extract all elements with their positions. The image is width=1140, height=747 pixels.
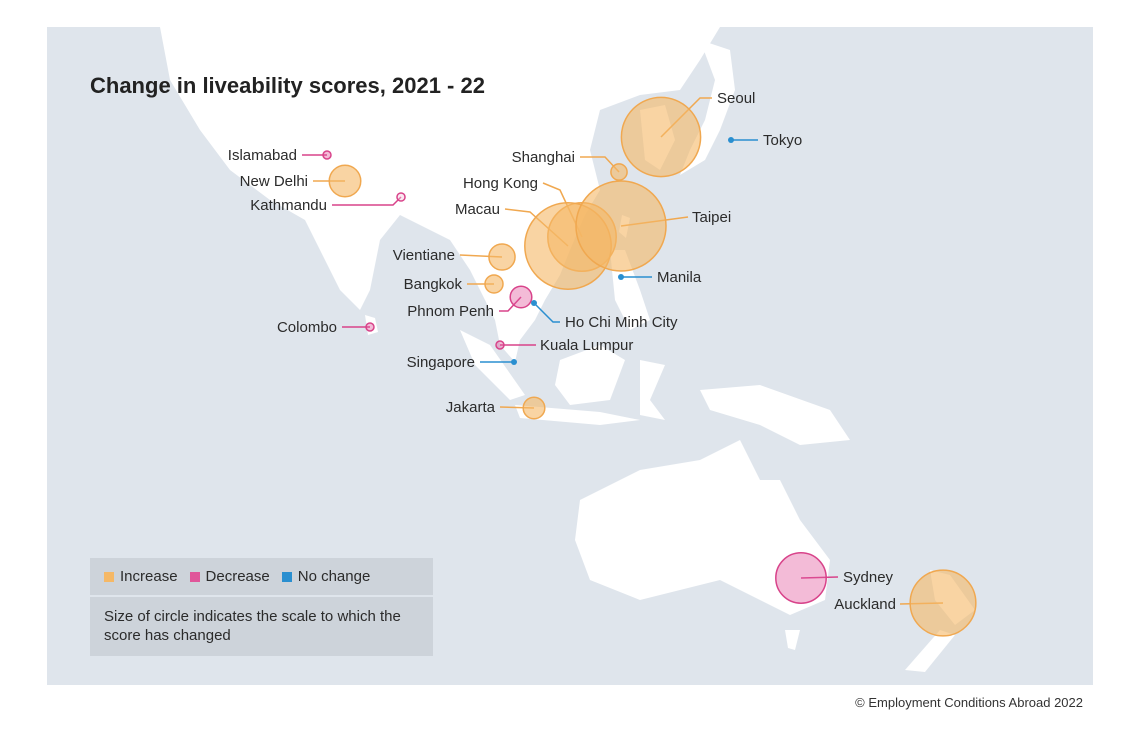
city-label-shanghai: Shanghai (512, 149, 575, 166)
city-label-new-delhi: New Delhi (240, 173, 308, 190)
city-marker-taipei (575, 180, 667, 272)
city-marker-islamabad (322, 150, 332, 160)
japan (680, 40, 735, 175)
city-marker-ho-chi-minh-city (531, 300, 537, 306)
city-marker-jakarta (522, 396, 546, 420)
city-marker-singapore (511, 359, 517, 365)
leader-line-phnom-penh (499, 296, 522, 312)
legend-no-change: No change (281, 568, 371, 585)
legend-decrease-label: Decrease (205, 568, 270, 585)
city-label-ho-chi-minh-city: Ho Chi Minh City (565, 314, 678, 331)
city-marker-manila (618, 274, 624, 280)
legend-increase: Increase (104, 568, 178, 585)
city-label-jakarta: Jakarta (446, 399, 496, 416)
legend-size-note: Size of circle indicates the scale to wh… (90, 597, 433, 656)
legend-increase-label: Increase (120, 568, 178, 585)
city-marker-phnom-penh (509, 285, 533, 309)
city-label-hong-kong: Hong Kong (463, 175, 538, 192)
city-label-bangkok: Bangkok (404, 276, 463, 293)
city-label-sydney: Sydney (843, 569, 894, 586)
city-marker-new-delhi (328, 164, 362, 198)
city-label-singapore: Singapore (407, 354, 475, 371)
leader-line-sydney (800, 576, 839, 579)
city-marker-sydney (775, 552, 827, 604)
city-label-taipei: Taipei (692, 209, 731, 226)
city-marker-auckland (909, 569, 977, 637)
city-marker-kuala-lumpur (495, 340, 505, 350)
legend-decrease: Decrease (189, 568, 270, 585)
city-label-tokyo: Tokyo (763, 132, 802, 149)
city-markers (322, 96, 977, 637)
sumatra (460, 330, 525, 400)
increase-swatch-icon (104, 571, 114, 582)
leader-line-ho-chi-minh-city (533, 302, 560, 323)
asia-mainland (160, 27, 720, 362)
city-label-auckland: Auckland (834, 596, 896, 613)
legend-no-change-label: No change (297, 568, 371, 585)
city-marker-tokyo (728, 137, 734, 143)
city-label-macau: Macau (455, 201, 500, 218)
city-label-phnom-penh: Phnom Penh (407, 303, 494, 320)
city-marker-vientiane (488, 243, 516, 271)
decrease-swatch-icon (189, 571, 200, 582)
city-label-vientiane: Vientiane (393, 247, 455, 264)
legend-categories: Increase Decrease No change (90, 558, 433, 595)
city-marker-shanghai (610, 163, 628, 181)
city-label-seoul: Seoul (717, 90, 755, 107)
city-label-kathmandu: Kathmandu (250, 197, 327, 214)
city-labels: Seoul Tokyo Shanghai Hong Kong Macau Taipei Ma… (228, 90, 896, 613)
borneo (555, 345, 625, 405)
city-marker-bangkok (484, 274, 504, 294)
city-label-manila: Manila (657, 269, 702, 286)
legend: Increase Decrease No change Size of circ… (90, 558, 433, 656)
city-marker-seoul (620, 96, 702, 178)
city-label-kuala-lumpur: Kuala Lumpur (540, 337, 633, 354)
city-marker-kathmandu (396, 192, 406, 202)
tasmania (785, 630, 800, 650)
map-title: Change in liveability scores, 2021 - 22 (90, 73, 485, 98)
sulawesi (640, 360, 665, 420)
no-change-swatch-icon (281, 571, 292, 582)
australia (575, 440, 830, 615)
city-label-islamabad: Islamabad (228, 147, 297, 164)
city-marker-colombo (365, 322, 375, 332)
new-guinea (700, 385, 850, 445)
java (515, 405, 640, 425)
city-label-colombo: Colombo (277, 319, 337, 336)
copyright-credit: © Employment Conditions Abroad 2022 (855, 695, 1083, 710)
new-zealand-south (905, 630, 955, 672)
